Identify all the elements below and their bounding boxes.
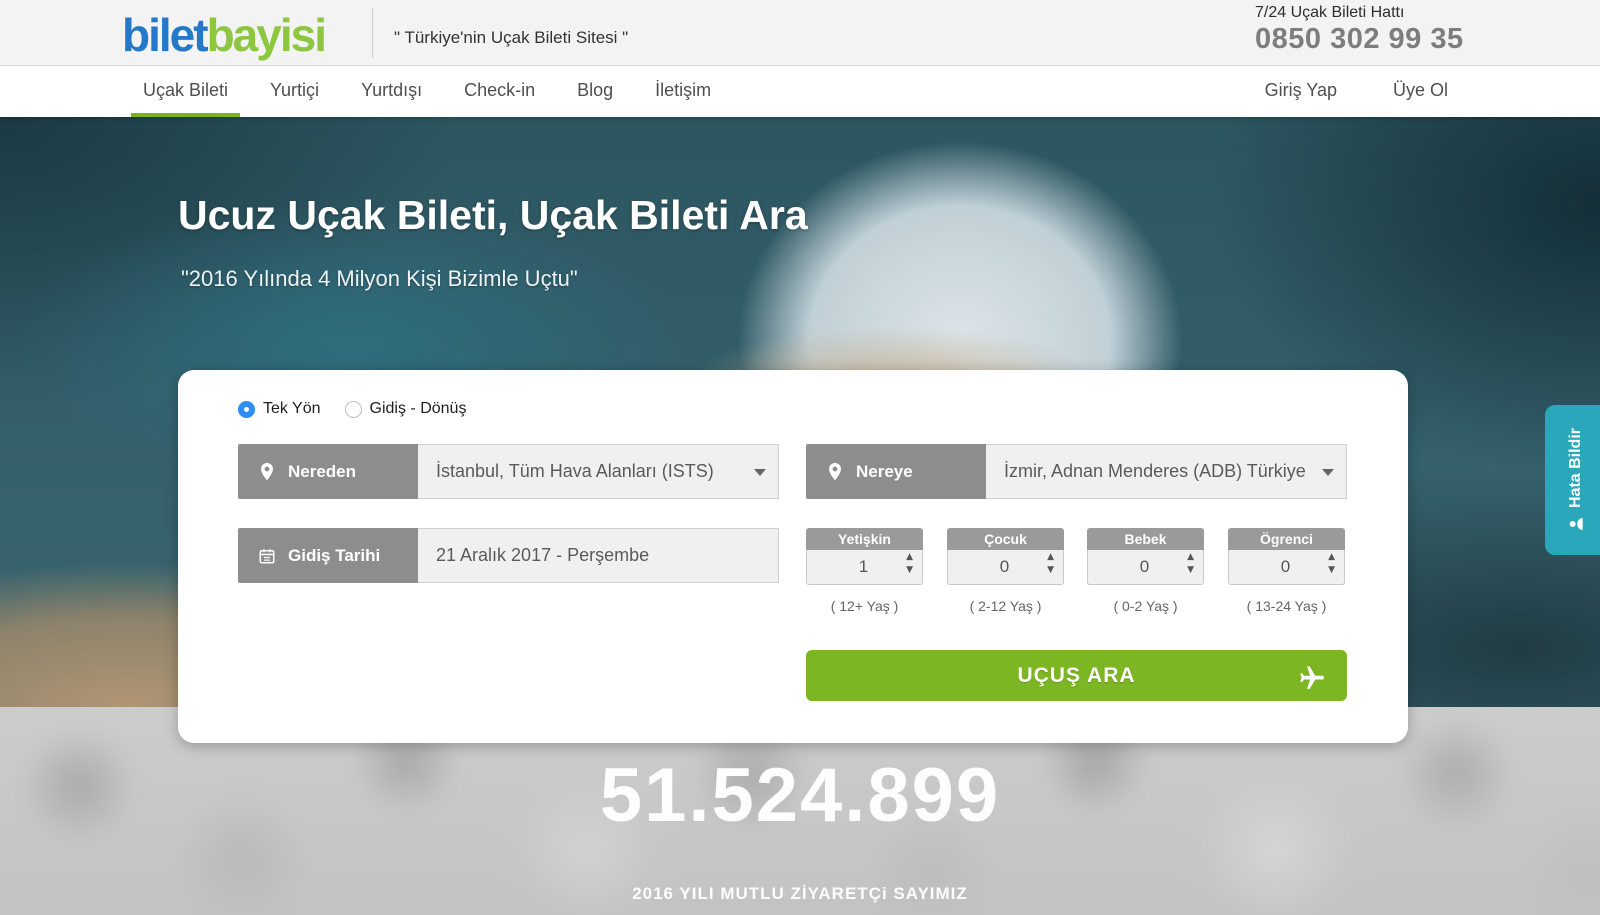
airplane-icon [1299,662,1329,698]
adult-stepper-body[interactable]: 1 ▲ ▼ [806,550,923,585]
student-stepper: Ögrenci 0 ▲ ▼ ( 13-24 Yaş ) [1228,528,1345,614]
adult-age-range: ( 12+ Yaş ) [830,598,899,614]
trip-type-row: Tek Yön Gidiş - Dönüş [238,400,466,418]
hotline: 7/24 Uçak Bileti Hattı 0850 302 99 35 [1255,4,1465,56]
infant-stepper-header: Bebek [1087,528,1204,550]
nav-item-iletisim[interactable]: İletişim [655,79,712,100]
infant-stepper-body[interactable]: 0 ▲ ▼ [1087,550,1204,585]
nav-items: Uçak Bileti Yurtiçi Yurtdışı Check-in Bl… [131,67,741,117]
radio-round-trip-label[interactable]: Gidiş - Dönüş [369,400,467,417]
origin-field[interactable]: Nereden İstanbul, Tüm Hava Alanları (IST… [238,444,779,499]
student-stepper-body[interactable]: 0 ▲ ▼ [1228,550,1345,585]
hotline-number: 0850 302 99 35 [1255,23,1464,55]
nav-item-yurtici[interactable]: Yurtiçi [270,79,320,100]
child-stepper-arrows: ▲ ▼ [1047,553,1054,579]
adult-count[interactable]: 1 [858,557,869,576]
origin-value[interactable]: İstanbul, Tüm Hava Alanları (ISTS) [418,444,779,499]
stepper-down-icon[interactable]: ▼ [1047,565,1054,575]
destination-label: Nereye [856,461,913,481]
logo-divider [372,8,373,58]
infant-stepper-arrows: ▲ ▼ [1187,553,1194,579]
visitor-count: 51.524.899 [599,753,1001,838]
radio-one-way-label[interactable]: Tek Yön [263,400,321,417]
location-pin-icon [258,461,276,483]
adult-stepper: Yetişkin 1 ▲ ▼ ( 12+ Yaş ) [806,528,923,614]
destination-value[interactable]: İzmir, Adnan Menderes (ADB) Türkiye [986,444,1347,499]
person-icon [1569,518,1583,531]
adult-stepper-header: Yetişkin [806,528,923,550]
site-tagline: " Türkiye'nin Uçak Bileti Sitesi " [394,28,629,47]
location-pin-icon [826,461,844,483]
visitor-count-caption: 2016 YILI MUTLU ZİYARETÇi SAYIMIZ [632,884,968,903]
nav-item-ucak-bileti[interactable]: Uçak Bileti [131,67,241,117]
departure-date-field[interactable]: Gidiş Tarihi 21 Aralık 2017 - Perşembe [238,528,779,583]
stepper-up-icon[interactable]: ▲ [1187,552,1194,562]
child-age-range: ( 2-12 Yaş ) [969,598,1042,614]
chevron-down-icon [754,469,766,476]
chevron-down-icon [1322,469,1334,476]
stepper-down-icon[interactable]: ▼ [906,565,913,575]
hero-subtitle: "2016 Yılında 4 Milyon Kişi Bizimle Uçtu… [181,266,578,291]
search-flights-button[interactable]: UÇUŞ ARA [806,650,1347,701]
student-age-range: ( 13-24 Yaş ) [1246,598,1327,614]
infant-count[interactable]: 0 [1139,557,1150,576]
departure-date-label-box: Gidiş Tarihi [238,528,418,583]
infant-stepper: Bebek 0 ▲ ▼ ( 0-2 Yaş ) [1087,528,1204,614]
infant-age-range: ( 0-2 Yaş ) [1113,598,1178,614]
destination-field[interactable]: Nereye İzmir, Adnan Menderes (ADB) Türki… [806,444,1347,499]
top-bar: biletbayisi " Türkiye'nin Uçak Bileti Si… [0,0,1600,66]
main-nav: Uçak Bileti Yurtiçi Yurtdışı Check-in Bl… [0,67,1600,117]
report-error-tab[interactable]: Hata Bildir [1545,405,1600,555]
departure-date-value[interactable]: 21 Aralık 2017 - Perşembe [418,528,779,583]
logo[interactable]: biletbayisi [122,8,327,62]
departure-date-label: Gidiş Tarihi [288,545,381,565]
nav-item-blog[interactable]: Blog [577,79,614,100]
stepper-down-icon[interactable]: ▼ [1328,565,1335,575]
student-stepper-header: Ögrenci [1228,528,1345,550]
student-count[interactable]: 0 [1280,557,1291,576]
nav-item-checkin[interactable]: Check-in [464,79,536,100]
hero-title: Ucuz Uçak Bileti, Uçak Bileti Ara [178,192,808,238]
radio-round-trip[interactable] [344,400,362,418]
stepper-up-icon[interactable]: ▲ [1328,552,1335,562]
report-error-tab-inner: Hata Bildir [1567,428,1585,532]
flight-search-card: Tek Yön Gidiş - Dönüş Nereden İstanbul, … [178,370,1408,743]
child-stepper-body[interactable]: 0 ▲ ▼ [947,550,1064,585]
nav-auth: Giriş Yap Üye Ol [1221,67,1460,117]
hotline-label: 7/24 Uçak Bileti Hattı [1255,4,1405,21]
child-stepper: Çocuk 0 ▲ ▼ ( 2-12 Yaş ) [947,528,1064,614]
calendar-icon [258,547,276,565]
login-link[interactable]: Giriş Yap [1264,79,1337,100]
origin-label-box: Nereden [238,444,418,499]
logo-part-blue: bilet [122,9,209,61]
logo-part-green: bayisi [206,9,327,61]
nav-item-yurtdisi[interactable]: Yurtdışı [361,79,423,100]
stepper-down-icon[interactable]: ▼ [1187,565,1194,575]
origin-label: Nereden [288,461,357,481]
child-stepper-header: Çocuk [947,528,1064,550]
stepper-up-icon[interactable]: ▲ [1047,552,1054,562]
child-count[interactable]: 0 [999,557,1010,576]
student-stepper-arrows: ▲ ▼ [1328,553,1335,579]
radio-one-way[interactable] [238,400,255,418]
report-error-label: Hata Bildir [1567,427,1584,509]
stepper-up-icon[interactable]: ▲ [906,552,913,562]
signup-link[interactable]: Üye Ol [1392,79,1448,100]
destination-label-box: Nereye [806,444,986,499]
adult-stepper-arrows: ▲ ▼ [906,553,913,579]
